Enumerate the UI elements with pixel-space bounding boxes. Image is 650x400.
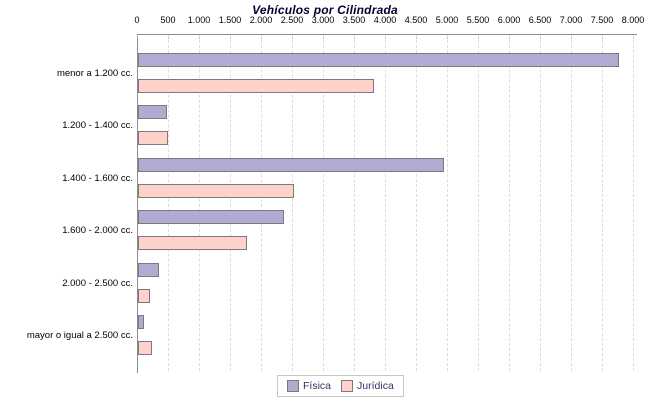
gridline	[447, 35, 448, 371]
legend-item-fisica: Física	[287, 380, 331, 392]
gridline	[633, 35, 634, 371]
gridline	[168, 35, 169, 371]
x-tick-label: 4.500	[404, 15, 428, 25]
gridline	[540, 35, 541, 371]
category-label: 1.400 - 1.600 cc.	[62, 173, 133, 184]
x-tick-label: 7.500	[590, 15, 614, 25]
gridline	[292, 35, 293, 371]
gridline	[602, 35, 603, 371]
x-tick-label: 1.000	[187, 15, 211, 25]
x-tick-label: 8.000	[621, 15, 645, 25]
gridline	[478, 35, 479, 371]
x-tick-label: 2.000	[249, 15, 273, 25]
bar-fisica-group-4	[138, 210, 284, 224]
gridline	[509, 35, 510, 371]
legend-label-fisica: Física	[303, 380, 332, 392]
gridline	[416, 35, 417, 371]
x-tick-label: 0	[134, 15, 140, 25]
x-tick-label: 5.500	[466, 15, 490, 25]
bar-fisica-group-1	[138, 53, 619, 67]
category-label: 2.000 - 2.500 cc.	[62, 278, 133, 289]
legend-swatch-juridica	[341, 380, 354, 392]
legend-item-juridica: Jurídica	[341, 380, 394, 392]
category-label: 1.600 - 2.000 cc.	[62, 225, 133, 236]
bar-juridica-group-5	[138, 289, 150, 303]
x-tick-label: 6.500	[528, 15, 552, 25]
gridline	[385, 35, 386, 371]
gridline	[354, 35, 355, 371]
legend-label-juridica: Jurídica	[357, 380, 394, 392]
bar-fisica-group-2	[138, 105, 167, 119]
bar-juridica-group-2	[138, 131, 168, 145]
gridline	[230, 35, 231, 371]
x-tick-label: 3.000	[311, 15, 335, 25]
bar-juridica-group-3	[138, 184, 294, 198]
x-tick-label: 500	[160, 15, 176, 25]
x-tick-label: 6.000	[497, 15, 521, 25]
chart-title: Vehículos por Cilindrada	[252, 3, 398, 17]
x-axis-line	[137, 34, 637, 35]
category-label: menor a 1.200 cc.	[56, 68, 133, 79]
gridline	[261, 35, 262, 371]
bar-fisica-group-5	[138, 263, 159, 277]
bar-juridica-group-1	[138, 79, 374, 93]
gridline	[199, 35, 200, 371]
category-label: mayor o igual a 2.500 cc.	[26, 330, 133, 341]
x-tick-label: 5.000	[435, 15, 459, 25]
x-tick-label: 3.500	[342, 15, 366, 25]
x-tick-label: 7.000	[559, 15, 583, 25]
bar-juridica-group-6	[138, 341, 152, 355]
legend: Física Jurídica	[277, 375, 404, 397]
x-tick-label: 4.000	[373, 15, 397, 25]
x-tick-label: 1.500	[218, 15, 242, 25]
gridline	[571, 35, 572, 371]
y-axis-line	[137, 34, 138, 373]
bar-fisica-group-6	[138, 315, 144, 329]
bar-juridica-group-4	[138, 236, 247, 250]
gridline	[323, 35, 324, 371]
x-tick-mark	[137, 35, 138, 39]
bar-fisica-group-3	[138, 158, 444, 172]
category-label: 1.200 - 1.400 cc.	[62, 120, 133, 131]
legend-swatch-fisica	[287, 380, 299, 392]
x-tick-label: 2.500	[280, 15, 304, 25]
